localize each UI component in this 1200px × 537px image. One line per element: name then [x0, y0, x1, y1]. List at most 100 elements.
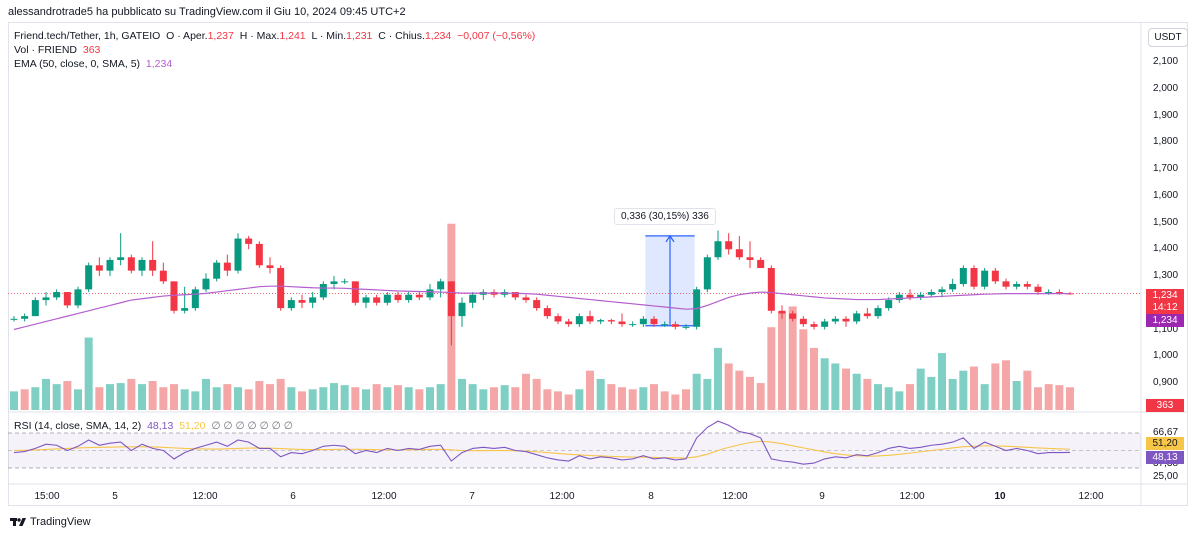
candle-body — [938, 289, 946, 293]
candle-body — [287, 300, 295, 309]
volume-bar — [479, 389, 488, 410]
volume-tag: 363 — [1146, 399, 1184, 412]
candle-body — [1023, 284, 1031, 287]
candle-body — [63, 292, 71, 306]
candle-body — [949, 284, 957, 290]
currency-button[interactable]: USDT — [1148, 28, 1188, 47]
volume-bar — [74, 389, 82, 410]
measure-label: 0,336 (30,15%) 336 — [614, 208, 716, 225]
volume-bar — [799, 329, 808, 410]
volume-bar — [778, 311, 786, 410]
volume-bar — [927, 376, 936, 410]
time-axis-label: 12:00 — [371, 491, 397, 502]
ema-value: 1,234 — [145, 58, 173, 70]
candle-body — [458, 302, 466, 317]
volume-bar — [852, 373, 861, 410]
candle-body — [309, 297, 317, 303]
candle-body — [586, 316, 594, 322]
candle-body — [213, 262, 221, 279]
price-axis-tick: 2,000 — [1153, 82, 1179, 94]
time-axis-label: 12:00 — [722, 491, 748, 502]
volume-label: Vol · FRIEND — [14, 44, 78, 56]
volume-bar — [692, 373, 701, 410]
candle-body — [21, 316, 29, 319]
candle-body — [650, 318, 658, 325]
rsi-axis-tick: 25,00 — [1153, 470, 1179, 482]
candle-body — [10, 318, 18, 320]
candle-body — [437, 281, 445, 290]
candle-body — [319, 284, 327, 298]
volume-bar — [84, 337, 93, 410]
volume-bar — [682, 389, 690, 410]
volume-bar — [266, 384, 274, 410]
volume-bar — [1034, 387, 1042, 410]
candle-body — [383, 294, 391, 303]
volume-bar — [884, 387, 893, 410]
volume-bar — [10, 391, 18, 410]
price-axis-tick: 1,100 — [1153, 323, 1179, 335]
volume-bar — [831, 363, 840, 410]
chart-frame[interactable] — [8, 22, 1188, 506]
volume-bar — [735, 370, 744, 410]
price-axis-tick: 1,600 — [1153, 189, 1179, 201]
volume-bar — [575, 389, 584, 410]
candle-body — [597, 320, 605, 322]
volume-bar — [202, 378, 210, 410]
candle-body — [1013, 284, 1021, 287]
symbol-legend: Friend.tech/Tether, 1h, GATEIO O · Aper.… — [14, 30, 535, 42]
candle-body — [639, 318, 647, 325]
candle-body — [1045, 292, 1053, 294]
time-axis-label: 12:00 — [899, 491, 925, 502]
time-axis-label: 6 — [290, 491, 296, 502]
volume-bar — [959, 370, 968, 410]
close-value: 1,234 — [424, 30, 452, 42]
volume-bar — [628, 389, 637, 410]
volume-bar — [1066, 387, 1074, 410]
volume-bar — [255, 381, 264, 410]
candle-body — [106, 259, 114, 271]
candle-body — [415, 294, 423, 298]
change-value: −0,007 (−0,56%) — [457, 30, 536, 42]
candle-body — [725, 241, 733, 250]
rsi-tag: 48,13 — [1146, 451, 1184, 464]
volume-bar — [31, 387, 40, 410]
low-value: 1,231 — [346, 30, 373, 42]
ema-line — [13, 285, 1070, 331]
volume-bar — [42, 378, 50, 410]
candle-body — [405, 294, 413, 301]
volume-bar — [532, 378, 541, 410]
candle-body — [255, 243, 263, 266]
tradingview-logo[interactable]: TradingView — [10, 516, 91, 528]
candle-body — [245, 238, 253, 244]
volume-bar — [1044, 384, 1053, 410]
time-axis-label: 15:00 — [34, 491, 60, 502]
ema-legend: EMA (50, close, 0, SMA, 5) 1,234 — [14, 58, 172, 70]
volume-bar — [148, 381, 157, 410]
candle-body — [298, 300, 306, 303]
candle-body — [661, 324, 669, 326]
candle-body — [981, 270, 989, 287]
volume-bar — [383, 387, 392, 410]
volume-bar — [596, 378, 605, 410]
volume-bar — [703, 378, 712, 410]
volume-bar — [212, 387, 221, 410]
low-label: L · Min. — [311, 30, 347, 42]
volume-bar — [298, 391, 306, 410]
candle-body — [874, 308, 882, 317]
candle-body — [842, 318, 850, 322]
candle-body — [554, 316, 562, 322]
volume-bar — [223, 384, 232, 410]
candle-body — [138, 259, 146, 271]
volume-bar — [159, 387, 168, 410]
volume-bar — [500, 385, 509, 410]
candle-body — [53, 292, 61, 298]
volume-bar — [671, 394, 680, 410]
rsi-value: 48,13 — [147, 420, 174, 432]
volume-bar — [906, 384, 914, 410]
high-value: 1,241 — [279, 30, 306, 42]
time-axis-label: 12:00 — [1078, 491, 1104, 502]
volume-bar — [287, 387, 296, 410]
candle-body — [629, 324, 637, 326]
candle-body — [618, 321, 626, 325]
